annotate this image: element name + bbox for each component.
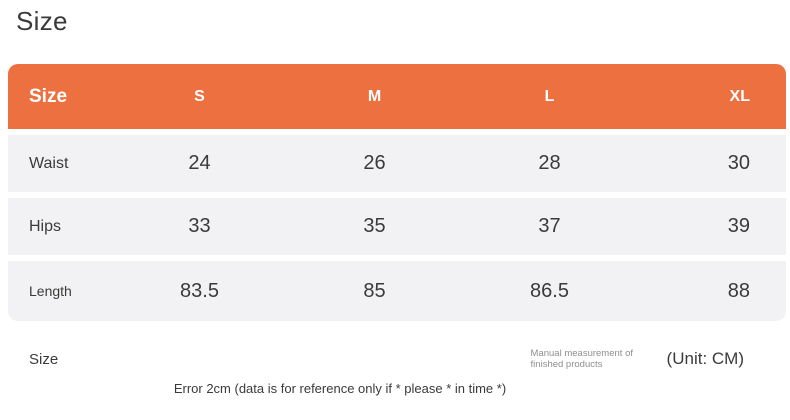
table-header-row: Size S M L XL <box>8 64 786 129</box>
cell-value: 83.5 <box>180 279 219 302</box>
header-label: Size <box>29 85 68 107</box>
table-row-length: Length 83.5 85 86.5 88 <box>8 261 786 321</box>
cell-value: 26 <box>363 152 386 174</box>
cell-value: 39 <box>727 215 750 237</box>
table-row-hips: Hips 33 35 37 39 <box>8 198 786 255</box>
cell-value: 33 <box>188 215 211 237</box>
cell-value: 86.5 <box>530 279 569 302</box>
cell-value: 37 <box>538 215 561 237</box>
row-label: Length <box>29 283 72 299</box>
table-footer-row: Size Manual measurement of finished prod… <box>8 337 786 381</box>
error-disclaimer: Error 2cm (data is for reference only if… <box>173 381 507 396</box>
measurement-note: Manual measurement of finished products <box>530 347 633 370</box>
cell-value: 24 <box>188 152 211 174</box>
row-label: Waist <box>29 154 69 172</box>
footer-label: Size <box>29 350 59 368</box>
table-row-waist: Waist 24 26 28 30 <box>8 135 786 192</box>
header-col-l: L <box>544 87 555 105</box>
page-title: Size <box>16 6 68 36</box>
cell-value: 85 <box>363 279 386 302</box>
cell-value: 28 <box>538 152 561 174</box>
header-col-m: M <box>367 87 382 105</box>
cell-value: 30 <box>727 152 750 174</box>
cell-value: 35 <box>363 215 386 237</box>
header-col-s: S <box>194 87 205 105</box>
cell-value: 88 <box>727 279 750 302</box>
row-label: Hips <box>29 217 62 235</box>
unit-label: (Unit: CM) <box>666 349 744 368</box>
size-chart-table: Size S M L XL Waist 24 26 28 30 Hips 33 … <box>8 64 786 381</box>
header-col-xl: XL <box>729 87 750 105</box>
